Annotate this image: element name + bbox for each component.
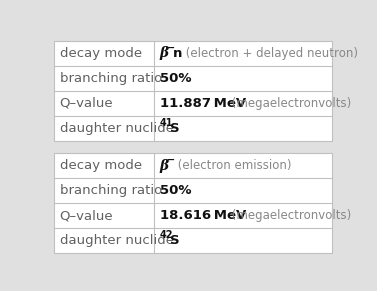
Text: n: n [173,47,182,60]
Text: branching ratio: branching ratio [60,72,162,85]
Text: −: − [167,155,175,165]
Text: −: − [167,42,175,53]
Text: 41: 41 [159,118,173,128]
Text: β: β [159,159,169,173]
Bar [54,153,332,253]
Text: Q–value: Q–value [60,209,113,222]
Bar [54,40,332,141]
Text: S: S [170,122,180,135]
Text: branching ratio: branching ratio [60,184,162,197]
Text: decay mode: decay mode [60,159,142,172]
Text: daughter nuclide: daughter nuclide [60,234,174,247]
Text: 18.616 MeV: 18.616 MeV [159,209,246,222]
Text: (megaelectronvolts): (megaelectronvolts) [228,209,351,222]
Text: S: S [170,234,180,247]
Text: 50%: 50% [159,184,191,197]
Text: β: β [159,46,169,60]
Text: (megaelectronvolts): (megaelectronvolts) [228,97,351,110]
Text: daughter nuclide: daughter nuclide [60,122,174,135]
Text: 42: 42 [159,230,173,240]
Text: Q–value: Q–value [60,97,113,110]
Text: decay mode: decay mode [60,47,142,60]
Text: 11.887 MeV: 11.887 MeV [159,97,246,110]
Text: (electron emission): (electron emission) [174,159,292,172]
Text: (electron + delayed neutron): (electron + delayed neutron) [181,47,357,60]
Text: 50%: 50% [159,72,191,85]
